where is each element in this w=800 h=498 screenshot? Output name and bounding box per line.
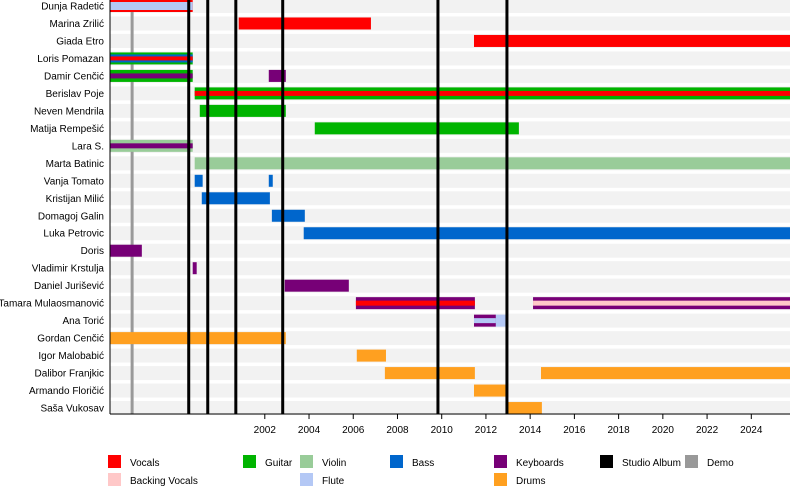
bar-backing	[533, 300, 790, 306]
bar-bass	[271, 209, 305, 222]
row-band	[110, 313, 790, 328]
member-name: Tamara Mulaosmanović	[0, 299, 104, 310]
member-name: Vanja Tomato	[44, 176, 105, 187]
legend-label-demo: Demo	[707, 458, 734, 469]
row-band	[110, 68, 790, 83]
member-name: Daniel Jurišević	[34, 281, 104, 292]
legend-swatch-flute	[300, 473, 313, 486]
legend-label-backing: Backing Vocals	[130, 476, 198, 487]
bar-keyboards	[110, 143, 193, 149]
member-name: Saša Vukosav	[40, 404, 104, 415]
legend-label-drums: Drums	[516, 476, 545, 487]
row-band	[110, 16, 790, 31]
bar-vocals	[110, 56, 193, 61]
member-name: Loris Pomazan	[37, 54, 104, 65]
row-band	[110, 261, 790, 276]
x-tick-label: 2006	[342, 425, 365, 436]
member-name: Matija Rempešić	[30, 124, 104, 135]
legend-label-violin: Violin	[322, 458, 346, 469]
row-band	[110, 138, 790, 153]
row-band	[110, 401, 790, 416]
x-tick-label: 2016	[563, 425, 586, 436]
legend-swatch-guitar	[243, 455, 256, 468]
member-name: Ana Torić	[62, 316, 104, 327]
member-name: Armando Floričić	[29, 386, 104, 397]
bar-keyboards	[192, 262, 197, 275]
bar-vocals	[194, 90, 791, 96]
bar-keyboards	[110, 244, 142, 257]
legend-swatch-demo	[685, 455, 698, 468]
row-band	[110, 208, 790, 223]
member-name: Kristijan Milić	[46, 194, 104, 205]
x-tick-label: 2004	[298, 425, 321, 436]
row-band	[110, 0, 790, 13]
legend-swatch-bass	[390, 455, 403, 468]
row-band	[110, 278, 790, 293]
row-band	[110, 243, 790, 258]
member-name: Marina Zrilić	[50, 19, 104, 30]
legend-swatch-keyboards	[494, 455, 507, 468]
row-band	[110, 348, 790, 363]
legend-label-vocals: Vocals	[130, 458, 159, 469]
member-name: Berislav Poje	[46, 89, 105, 100]
x-tick-label: 2024	[740, 425, 763, 436]
member-name: Lara S.	[72, 141, 104, 152]
member-name: Giada Etro	[56, 36, 104, 47]
member-name: Dalibor Franjkic	[35, 369, 104, 380]
bar-vocals	[355, 300, 475, 306]
bar-vocals	[238, 17, 371, 30]
bar-drums	[110, 332, 286, 345]
bar-flute	[110, 2, 193, 10]
bar-keyboards	[110, 73, 193, 79]
legend-label-bass: Bass	[412, 458, 434, 469]
bar-bass	[194, 174, 203, 187]
bar-drums	[384, 367, 475, 380]
bar-vocals	[473, 34, 790, 47]
x-tick-label: 2018	[607, 425, 630, 436]
legend-swatch-drums	[494, 473, 507, 486]
legend-label-album: Studio Album	[622, 458, 681, 469]
member-name: Domagoj Galin	[38, 211, 104, 222]
bar-drums	[473, 384, 509, 397]
x-tick-label: 2022	[696, 425, 719, 436]
row-band	[110, 173, 790, 188]
bar-flute	[495, 314, 509, 327]
legend-swatch-violin	[300, 455, 313, 468]
x-tick-label: 2014	[519, 425, 542, 436]
member-name: Damir Cenčić	[44, 71, 104, 82]
legend-label-guitar: Guitar	[265, 458, 293, 469]
bar-keyboards	[284, 279, 349, 292]
x-tick-label: 2012	[475, 425, 498, 436]
member-name: Gordan Cenčić	[37, 334, 104, 345]
bar-drums	[506, 402, 542, 415]
member-name: Igor Malobabić	[38, 351, 104, 362]
bar-violin	[194, 157, 791, 170]
bar-bass	[268, 174, 273, 187]
x-tick-label: 2002	[254, 425, 277, 436]
row-band	[110, 383, 790, 398]
legend-label-keyboards: Keyboards	[516, 458, 564, 469]
legend-swatch-vocals	[108, 455, 121, 468]
member-name: Doris	[81, 246, 104, 257]
legend-swatch-album	[600, 455, 613, 468]
bar-guitar	[314, 122, 519, 135]
bar-drums	[540, 367, 790, 380]
member-name: Luka Petrovic	[43, 229, 104, 240]
row-band	[110, 51, 790, 66]
member-name: Marta Batinic	[46, 159, 104, 170]
row-band	[110, 191, 790, 206]
bar-bass	[303, 227, 790, 240]
bar-drums	[356, 349, 386, 362]
bar-flute	[473, 318, 496, 324]
x-tick-label: 2008	[386, 425, 409, 436]
member-name: Neven Mendrila	[34, 106, 104, 117]
member-name: Vladimir Krstulja	[32, 264, 105, 275]
x-tick-label: 2010	[431, 425, 454, 436]
x-tick-label: 2020	[652, 425, 675, 436]
legend-swatch-backing	[108, 473, 121, 486]
legend-label-flute: Flute	[322, 476, 345, 487]
bar-guitar	[199, 104, 286, 117]
member-name: Dunja Radetić	[41, 2, 104, 13]
